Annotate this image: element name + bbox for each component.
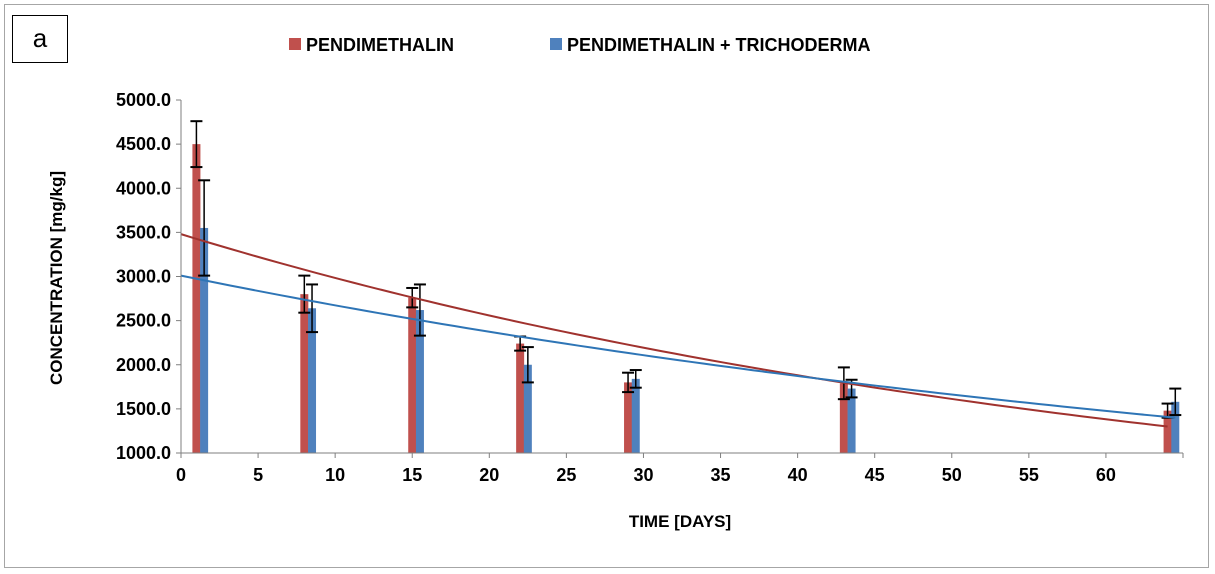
y-tick-label: 4500.0 (116, 134, 171, 154)
bar-series-1 (1163, 410, 1172, 453)
y-tick-label: 4000.0 (116, 178, 171, 198)
error-bars-layer (190, 120, 1182, 419)
x-tick-label: 30 (633, 465, 653, 485)
x-tick-label: 25 (556, 465, 576, 485)
bar-series-1 (624, 382, 633, 453)
y-tick-label: 2500.0 (116, 311, 171, 331)
bars-layer (192, 144, 1180, 453)
bar-series-2 (523, 364, 532, 453)
x-tick-label: 5 (253, 465, 263, 485)
trendlines-layer (180, 233, 1176, 428)
legend-swatch-1 (289, 38, 301, 50)
legend-label-1: PENDIMETHALIN (306, 35, 454, 55)
legend: PENDIMETHALIN PENDIMETHALIN + TRICHODERM… (289, 35, 871, 55)
x-tick-label: 0 (176, 465, 186, 485)
bar-series-2 (847, 388, 856, 453)
x-tick-label: 45 (865, 465, 885, 485)
y-tick-label: 1000.0 (116, 443, 171, 463)
bar-series-1 (408, 297, 417, 453)
y-tick-label: 3000.0 (116, 267, 171, 287)
figure-frame (4, 4, 1209, 568)
trendline-series-2 (180, 274, 1176, 419)
legend-label-2: PENDIMETHALIN + TRICHODERMA (567, 35, 871, 55)
bar-series-2 (415, 310, 424, 453)
x-tick-label: 50 (942, 465, 962, 485)
y-tick-label: 1500.0 (116, 399, 171, 419)
x-tick-label: 60 (1096, 465, 1116, 485)
bar-series-2 (200, 227, 209, 453)
bar-series-2 (631, 378, 640, 453)
bar-series-1 (300, 294, 309, 453)
x-ticks: 0 5 10 15 20 25 30 35 40 45 50 55 60 (176, 453, 1184, 485)
bar-series-2 (308, 308, 317, 453)
trendline-series-1 (180, 233, 1168, 428)
x-tick-label: 35 (711, 465, 731, 485)
x-axis-title: TIME [DAYS] (629, 512, 731, 531)
panel-label: a (12, 15, 68, 63)
legend-swatch-2 (550, 38, 562, 50)
x-tick-label: 40 (788, 465, 808, 485)
bar-series-1 (516, 343, 525, 453)
x-tick-label: 15 (402, 465, 422, 485)
y-axis-title: CONCENTRATION [mg/kg] (47, 171, 66, 385)
y-tick-label: 3500.0 (116, 222, 171, 242)
x-tick-label: 20 (479, 465, 499, 485)
y-ticks: 1000.0 1500.0 2000.0 2500.0 3000.0 3500.0 4000… (116, 90, 181, 463)
bar-series-2 (1171, 401, 1180, 453)
x-tick-label: 10 (325, 465, 345, 485)
bar-series-1 (839, 383, 848, 453)
y-tick-label: 5000.0 (116, 90, 171, 110)
x-tick-label: 55 (1019, 465, 1039, 485)
y-tick-label: 2000.0 (116, 355, 171, 375)
bar-series-1 (192, 144, 201, 453)
